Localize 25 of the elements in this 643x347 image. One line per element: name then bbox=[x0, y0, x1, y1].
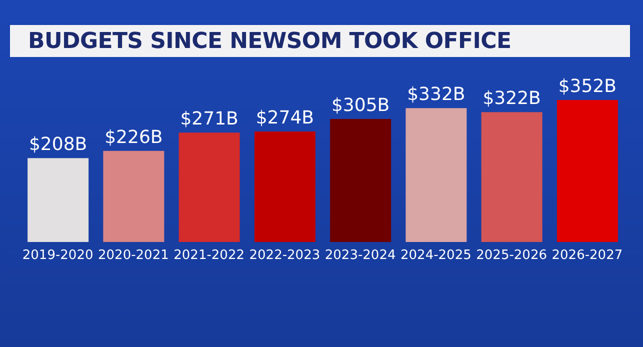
data-label: $332B bbox=[407, 84, 466, 106]
data-label: $271B bbox=[180, 108, 238, 130]
bar bbox=[481, 112, 542, 242]
data-label: $352B bbox=[558, 76, 617, 97]
x-tick-label: 2026-2027 bbox=[552, 248, 623, 264]
x-tick-label: 2024-2025 bbox=[400, 248, 472, 264]
bar bbox=[330, 118, 392, 242]
bar bbox=[28, 158, 89, 242]
x-tick-label: 2025-2026 bbox=[476, 248, 547, 264]
bar bbox=[406, 108, 467, 242]
bar bbox=[103, 150, 164, 242]
chart-title: BUDGETS SINCE NEWSOM TOOK OFFICE bbox=[28, 28, 512, 54]
bar bbox=[556, 100, 618, 242]
x-tick-label: 2021-2022 bbox=[174, 248, 244, 264]
x-tick-label: 2019-2020 bbox=[22, 248, 94, 264]
bar bbox=[254, 131, 316, 242]
data-label: $226B bbox=[104, 126, 163, 148]
data-label: $322B bbox=[482, 88, 541, 110]
data-label: $208B bbox=[28, 134, 88, 156]
data-label: $305B bbox=[331, 94, 390, 116]
x-tick-label: 2020-2021 bbox=[98, 248, 169, 264]
x-tick-label: 2023-2024 bbox=[324, 248, 396, 264]
bar bbox=[178, 132, 240, 242]
data-label: $274B bbox=[256, 107, 314, 128]
x-tick-label: 2022-2023 bbox=[249, 248, 320, 264]
